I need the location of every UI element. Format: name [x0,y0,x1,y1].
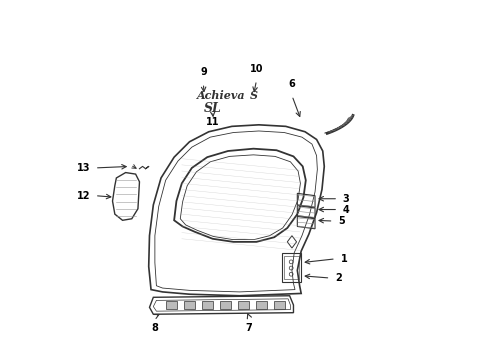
Text: 7: 7 [245,323,252,333]
Bar [202,301,213,309]
Text: 5: 5 [338,216,345,226]
Text: 12: 12 [77,191,90,201]
Text: 2: 2 [335,273,342,283]
Text: 6: 6 [289,80,295,89]
Text: S: S [249,90,258,102]
Text: 11: 11 [206,117,220,127]
Text: 8: 8 [151,323,158,333]
Text: 9: 9 [200,67,207,77]
Bar [274,301,285,309]
Bar [167,301,177,309]
Text: 1: 1 [341,254,347,264]
Text: Achieva: Achieva [197,90,246,101]
Text: 4: 4 [343,204,349,215]
Text: 3: 3 [343,194,349,204]
Bar [238,301,249,309]
Text: SL: SL [203,103,221,116]
Text: 13: 13 [77,163,90,173]
Text: 10: 10 [250,64,263,74]
Bar [220,301,231,309]
Bar [256,301,267,309]
Bar [184,301,195,309]
